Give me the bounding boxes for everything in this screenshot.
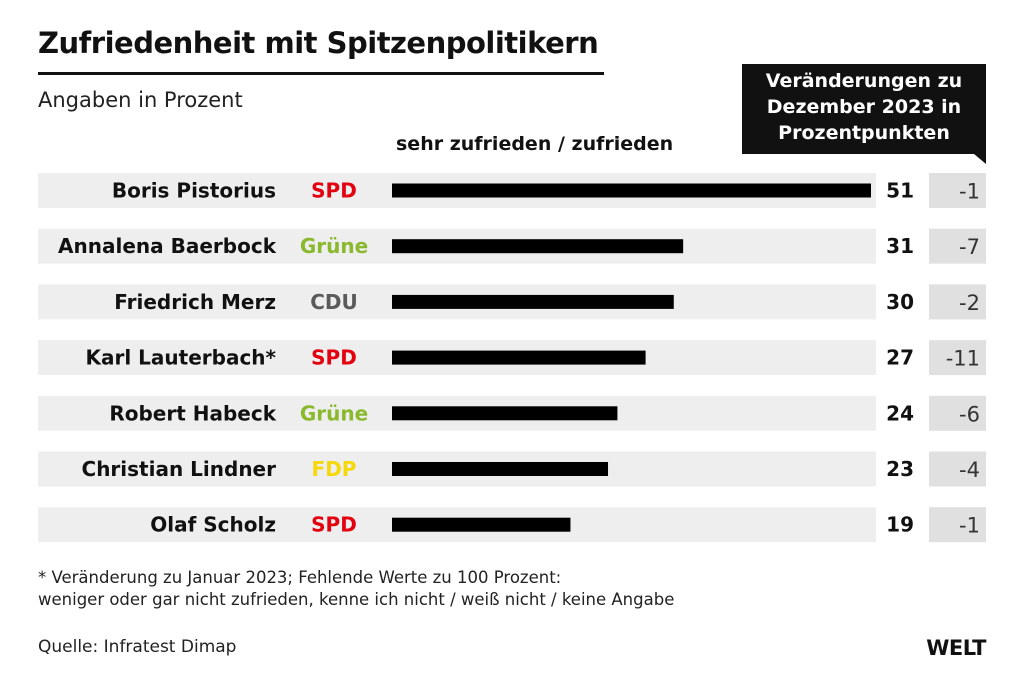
change-header-line: Dezember 2023 in: [766, 96, 962, 118]
party-label: FDP: [312, 457, 357, 481]
change-header-box: Veränderungen zu Dezember 2023 in Prozen…: [742, 64, 986, 164]
bar: [392, 350, 646, 365]
title-rule: [38, 72, 604, 75]
bar: [392, 183, 871, 198]
column-header: sehr zufrieden / zufrieden: [396, 133, 674, 155]
politician-name: Olaf Scholz: [150, 513, 276, 537]
value-label: 23: [886, 457, 914, 481]
politician-name: Robert Habeck: [109, 401, 276, 425]
bar: [392, 294, 674, 309]
chart-title: Zufriedenheit mit Spitzenpolitikern: [38, 26, 599, 60]
change-header-line: Prozentpunkten: [778, 122, 950, 144]
footnote: * Veränderung zu Januar 2023; Fehlende W…: [38, 567, 674, 611]
change-label: -7: [959, 235, 980, 259]
party-label: SPD: [311, 346, 357, 370]
politician-name: Boris Pistorius: [112, 179, 276, 203]
politician-name: Friedrich Merz: [114, 290, 276, 314]
value-label: 51: [886, 179, 914, 203]
change-label: -11: [946, 347, 980, 371]
change-cell-background: [929, 284, 986, 320]
value-label: 31: [886, 234, 914, 258]
value-label: 27: [886, 346, 914, 370]
bar: [392, 462, 609, 476]
change-header-text: Veränderungen zu Dezember 2023 in Prozen…: [742, 68, 986, 146]
party-label: SPD: [311, 513, 357, 537]
footnote-line: weniger oder gar nicht zufrieden, kenne …: [38, 590, 675, 609]
change-header-notch: [974, 154, 986, 164]
change-header-line: Veränderungen zu: [765, 70, 963, 92]
change-label: -6: [959, 402, 980, 426]
bar: [392, 239, 684, 254]
politician-name: Christian Lindner: [82, 457, 277, 481]
change-cell-background: [929, 451, 986, 487]
change-cell-background: [929, 228, 986, 264]
welt-logo: WELT: [926, 636, 986, 660]
politician-name: Annalena Baerbock: [58, 234, 277, 258]
change-label: -1: [959, 514, 980, 538]
source-note: Quelle: Infratest Dimap: [38, 637, 237, 657]
value-label: 19: [886, 513, 914, 537]
change-cell-background: [929, 395, 986, 431]
chart-subtitle: Angaben in Prozent: [38, 88, 243, 112]
party-label: Grüne: [300, 401, 368, 425]
party-label: SPD: [311, 179, 357, 203]
party-label: Grüne: [300, 234, 368, 258]
change-cell-background: [929, 507, 986, 543]
change-cell-background: [929, 340, 986, 376]
change-label: -2: [959, 291, 980, 315]
footnote-line: * Veränderung zu Januar 2023; Fehlende W…: [38, 568, 562, 587]
value-label: 24: [886, 401, 914, 425]
change-label: -1: [959, 180, 980, 204]
politician-name: Karl Lauterbach*: [85, 346, 276, 370]
bar: [392, 517, 571, 532]
party-label: CDU: [310, 290, 358, 314]
change-cell-background: [929, 173, 986, 208]
value-label: 30: [886, 290, 914, 314]
bar: [392, 406, 618, 421]
change-label: -4: [959, 458, 980, 482]
